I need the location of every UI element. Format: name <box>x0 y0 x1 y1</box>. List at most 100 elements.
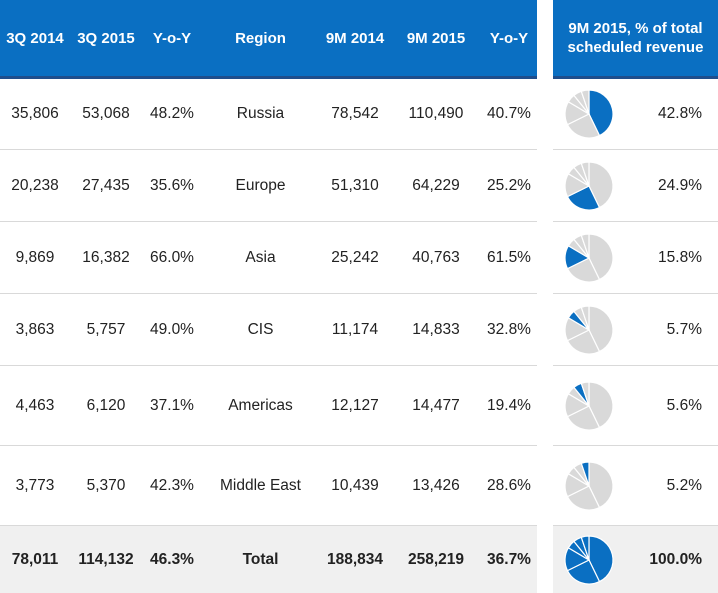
share-title-line-1: 9M 2015, % of total <box>568 20 703 37</box>
q3-2015-cell: 16,382 <box>82 248 130 266</box>
table-row: 4,463 6,120 37.1% Americas 12,127 14,477 19.4% <box>0 366 537 446</box>
share-row: 5.7% <box>553 294 718 366</box>
pie-slice <box>588 89 614 137</box>
m9-2015-cell: 14,477 <box>412 396 460 414</box>
share-pie <box>564 304 614 355</box>
yoy-9m-cell: 25.2% <box>487 176 531 194</box>
pie-slice <box>580 89 590 115</box>
m9-2015-cell: 110,490 <box>408 105 464 122</box>
share-percent: 24.9% <box>658 176 702 194</box>
pie-slice <box>588 232 614 280</box>
m9-2014-cell: 51,310 <box>331 176 379 194</box>
col-header-3q-2015: 3Q 2015 <box>77 29 135 47</box>
q3-2015-cell: 27,435 <box>82 176 130 194</box>
pie-slice <box>580 304 590 330</box>
yoy-9m-cell: 36.7% <box>487 550 531 568</box>
m9-2014-cell: 78,542 <box>331 105 379 122</box>
m9-2014-cell: 25,242 <box>331 248 379 266</box>
share-pie <box>564 534 614 585</box>
total-row: 78,011 114,132 46.3% Total 188,834 258,219 36.… <box>0 526 537 593</box>
pie-slice <box>566 404 601 431</box>
share-row: 15.8% <box>553 222 718 294</box>
m9-2015-cell: 40,763 <box>412 248 460 266</box>
q3-2015-cell: 5,370 <box>86 476 126 494</box>
pie-slice <box>580 460 590 486</box>
table-row: 35,806 53,068 48.2% Russia 78,542 110,490 40.7… <box>0 79 537 150</box>
region-cell: Middle East <box>220 476 301 494</box>
pie-slice <box>580 232 590 258</box>
share-pie <box>564 89 614 139</box>
share-pie <box>564 232 614 283</box>
pie-slice <box>588 304 614 352</box>
col-header-region: Region <box>235 29 286 47</box>
q3-2015-cell: 53,068 <box>82 105 130 122</box>
m9-2015-cell: 13,426 <box>412 476 460 494</box>
yoy-quarter-cell: 37.1% <box>150 396 194 414</box>
region-cell: Russia <box>236 105 285 122</box>
table-header: 3Q 2014 3Q 2015 Y-o-Y Region 9M 2014 9M … <box>0 0 537 76</box>
header-rule <box>0 76 537 79</box>
col-header-9m-2015: 9M 2015 <box>406 29 466 47</box>
region-cell: Total <box>242 550 279 568</box>
col-header-3q-2014: 3Q 2014 <box>6 29 64 47</box>
pie-slice <box>566 256 601 283</box>
share-panel: 9M 2015, % of total scheduled revenue 42… <box>553 0 718 593</box>
share-row: 42.8% <box>553 79 718 150</box>
q3-2014-cell: 35,806 <box>11 105 59 122</box>
m9-2014-cell: 12,127 <box>331 396 379 414</box>
pie-slice <box>580 380 590 406</box>
col-header-yoy-quarter: Y-o-Y <box>152 29 192 47</box>
region-cell: CIS <box>247 320 274 338</box>
pie-slice <box>588 534 614 582</box>
region-cell: Asia <box>245 248 276 266</box>
share-percent: 42.8% <box>658 105 702 122</box>
share-pie <box>564 380 614 431</box>
share-title-line-2: scheduled revenue <box>567 39 704 56</box>
yoy-9m-cell: 32.8% <box>487 320 531 338</box>
yoy-quarter-cell: 46.3% <box>150 550 194 568</box>
yoy-9m-cell: 40.7% <box>487 105 531 122</box>
pie-slice <box>566 558 601 585</box>
share-percent: 5.7% <box>666 320 702 338</box>
share-row: 5.6% <box>553 366 718 446</box>
share-percent: 100.0% <box>649 550 702 568</box>
q3-2014-cell: 3,863 <box>15 320 55 338</box>
yoy-9m-cell: 61.5% <box>487 248 531 266</box>
q3-2015-cell: 114,132 <box>78 550 134 568</box>
share-pie <box>564 460 614 511</box>
table-row: 20,238 27,435 35.6% Europe 51,310 64,229 25.2% <box>0 150 537 222</box>
col-header-yoy-9m: Y-o-Y <box>489 29 529 47</box>
region-cell: Americas <box>228 396 293 414</box>
pie-slice <box>566 184 601 211</box>
pie-slice <box>566 113 601 139</box>
region-cell: Europe <box>235 176 286 194</box>
pie-slice <box>580 160 590 186</box>
q3-2014-cell: 3,773 <box>15 476 55 494</box>
share-header: 9M 2015, % of total scheduled revenue <box>553 0 718 76</box>
pie-slice <box>566 484 601 511</box>
m9-2014-cell: 10,439 <box>331 476 379 494</box>
q3-2015-cell: 6,120 <box>86 396 126 414</box>
yoy-quarter-cell: 66.0% <box>150 248 194 266</box>
pie-slice <box>588 380 614 428</box>
pie-slice <box>588 460 614 508</box>
share-pie <box>564 160 614 211</box>
share-percent: 5.2% <box>666 476 702 494</box>
col-header-9m-2014: 9M 2014 <box>325 29 385 47</box>
pie-slice <box>588 160 614 208</box>
m9-2014-cell: 188,834 <box>326 550 384 568</box>
q3-2014-cell: 78,011 <box>11 550 59 568</box>
share-body: 42.8% 24.9% 15.8% 5.7% 5.6% 5.2% 100.0% <box>553 79 718 593</box>
share-row: 5.2% <box>553 446 718 526</box>
m9-2015-cell: 14,833 <box>412 320 460 338</box>
share-row: 24.9% <box>553 150 718 222</box>
q3-2014-cell: 4,463 <box>15 396 55 414</box>
q3-2014-cell: 20,238 <box>11 176 59 194</box>
q3-2015-cell: 5,757 <box>86 320 126 338</box>
revenue-table: 3Q 2014 3Q 2015 Y-o-Y Region 9M 2014 9M … <box>0 0 537 593</box>
q3-2014-cell: 9,869 <box>15 248 55 266</box>
table-row: 9,869 16,382 66.0% Asia 25,242 40,763 61.5% <box>0 222 537 294</box>
share-header-rule <box>553 76 718 79</box>
m9-2015-cell: 64,229 <box>412 176 460 194</box>
table-row: 3,863 5,757 49.0% CIS 11,174 14,833 32.8% <box>0 294 537 366</box>
